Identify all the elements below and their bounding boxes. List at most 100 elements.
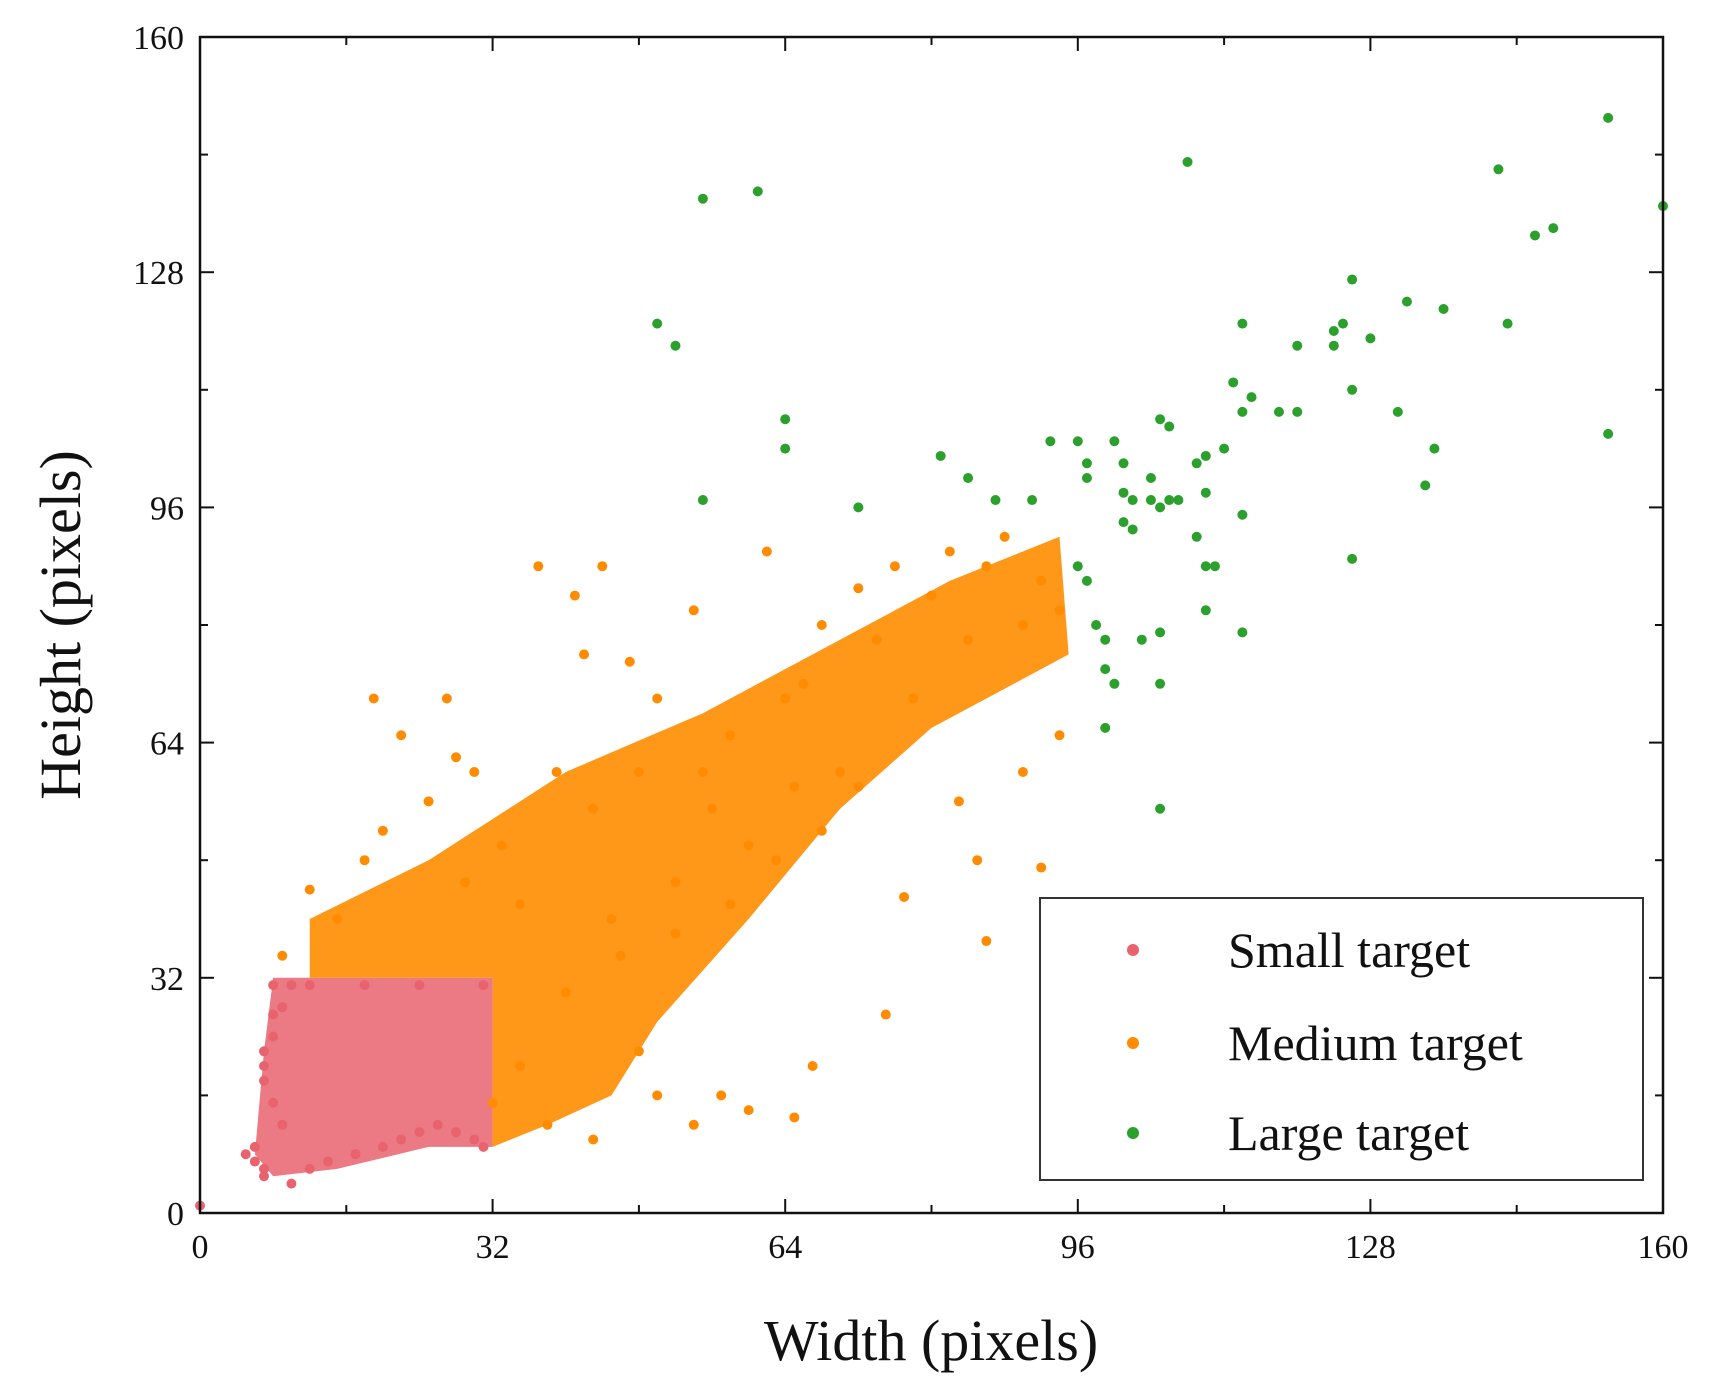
scatter-point [423,796,434,807]
scatter-point [1027,495,1038,506]
small-target-dense-region [254,977,493,1177]
scatter-point [853,502,864,513]
scatter-point [1173,495,1184,506]
scatter-point [1145,495,1156,506]
scatter-point [606,914,617,924]
x-axis-label: Width (pixels) [764,1308,1098,1373]
scatter-point [478,980,489,991]
scatter-point [670,928,681,939]
scatter-point [323,1156,334,1167]
scatter-point [1347,274,1358,285]
scatter-point [588,803,599,814]
scatter-point [1100,634,1111,645]
scatter-point [1502,318,1513,329]
scatter-point [1136,634,1147,645]
y-tick-label: 32 [150,961,184,998]
scatter-point [277,950,288,961]
scatter-point [249,1141,260,1152]
scatter-point [1328,326,1339,336]
scatter-point [652,318,663,329]
scatter-point [908,693,919,704]
medium-target-dense-region [309,536,1069,1147]
scatter-point [1100,664,1111,675]
scatter-point [569,590,580,601]
scatter-point [1045,436,1056,447]
scatter-point [835,767,846,777]
scatter-point [551,767,562,777]
scatter-point [972,855,983,866]
scatter-point [1237,318,1248,329]
scatter-point [633,1046,644,1057]
scatter-point [1127,524,1138,535]
scatter-point [1200,450,1211,461]
scatter-point [1347,553,1358,564]
scatter-point [1237,627,1248,638]
scatter-point [1118,517,1129,528]
scatter-point [853,583,864,594]
scatter-point [414,1127,425,1138]
scatter-point [1493,164,1504,175]
x-tick-label: 32 [476,1229,510,1266]
scatter-point [1237,509,1248,520]
scatter-point [1200,487,1211,498]
scatter-point [1145,473,1156,483]
scatter-point [816,825,827,836]
scatter-points [195,112,1668,1211]
scatter-point [1155,627,1166,638]
scatter-point [670,340,681,351]
scatter-point [1392,406,1403,417]
scatter-point [1081,575,1092,586]
scatter-point [624,656,635,667]
scatter-point [1603,112,1614,123]
scatter-point [1081,458,1092,469]
scatter-point [880,1009,891,1020]
scatter-point [1118,487,1129,498]
scatter-point [1036,862,1047,873]
scatter-point [1182,156,1193,167]
scatter-point [469,1134,480,1145]
y-tick-label: 128 [133,255,184,292]
scatter-point [999,531,1010,542]
scatter-point [259,1046,270,1057]
scatter-point [377,1141,388,1152]
scatter-point [1228,377,1239,388]
scatter-point [771,855,782,866]
scatter-point [1529,230,1540,241]
scatter-point [752,186,763,197]
scatter-point [368,693,379,704]
scatter-point [396,1134,407,1145]
x-tick-label: 160 [1638,1229,1689,1266]
scatter-point [743,1105,754,1116]
scatter-point [1200,561,1211,572]
scatter-point [1118,458,1129,469]
scatter-point [469,767,480,777]
legend-marker-medium [1127,1037,1139,1049]
scatter-point [259,1075,270,1086]
small-target-cluster [254,977,493,1177]
scatter-point [396,730,407,741]
scatter-point [1017,620,1028,630]
medium-target-cluster [309,536,1069,1147]
scatter-point [963,634,974,645]
y-tick-label: 0 [167,1196,184,1233]
scatter-point [789,781,800,792]
scatter-point [304,884,315,895]
y-tick-label: 160 [133,20,184,57]
scatter-point [304,1163,315,1174]
y-axis-label: Height (pixels) [28,450,93,800]
scatter-point [597,561,608,572]
scatter-point [688,605,699,616]
ticks: 00 32 32 64 64 96 96 128 128 160 160 [133,20,1689,1266]
scatter-point [725,899,736,910]
scatter-point [1054,730,1065,741]
scatter-point [359,855,370,866]
scatter-point [1036,575,1047,586]
scatter-point [1337,318,1348,329]
scatter-point [377,825,388,836]
scatter-point [697,767,708,777]
scatter-point [1548,223,1559,234]
scatter-point [899,891,910,902]
scatter-point [1209,561,1220,572]
x-tick-label: 64 [768,1229,802,1266]
x-tick-label: 0 [192,1229,209,1266]
